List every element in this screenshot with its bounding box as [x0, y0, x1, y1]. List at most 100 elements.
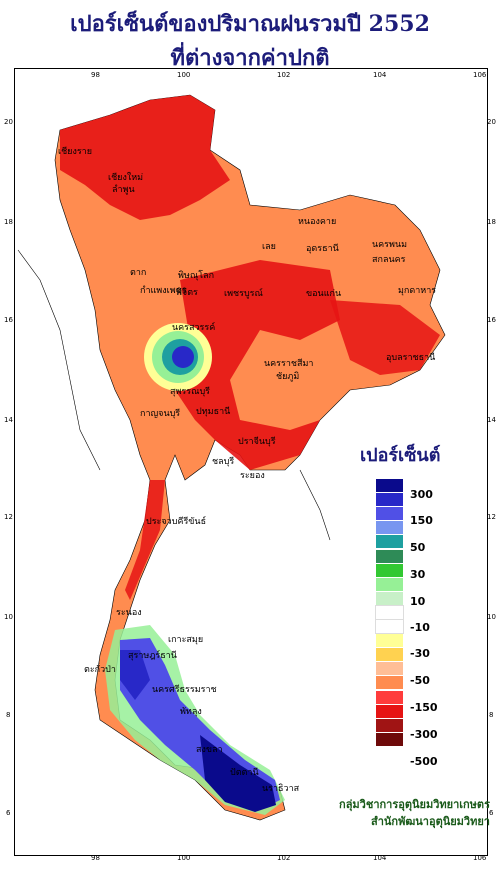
legend-label: 10 — [410, 595, 426, 608]
place-label: ประจวบคีรีขันธ์ — [146, 517, 207, 527]
legend-swatch — [376, 591, 403, 605]
place-label: ตะกั่วป่า — [84, 665, 116, 675]
top-tick-98: 98 — [91, 71, 100, 79]
wet-spot-core — [172, 346, 194, 368]
bottom-tick-104: 104 — [373, 854, 387, 862]
right-tick-16: 16 — [487, 316, 496, 324]
left-tick-6: 6 — [6, 809, 11, 817]
place-label: ระนอง — [116, 608, 142, 618]
place-label: มุกดาหาร — [398, 286, 437, 296]
map-subtitle: ที่ต่างจากค่าปกติ — [170, 45, 330, 71]
left-tick-20: 20 — [4, 118, 13, 126]
bottom-tick-100: 100 — [177, 854, 191, 862]
place-label: นครสวรรค์ — [172, 323, 216, 333]
legend-label: -30 — [410, 647, 430, 660]
place-label: เลย — [262, 242, 276, 252]
credit-line-1: กลุ่มวิชาการอุตุนิยมวิทยาเกษตร — [339, 798, 490, 811]
legend-swatch — [376, 718, 403, 732]
legend-swatch — [375, 604, 404, 620]
legend-swatch — [376, 662, 403, 676]
left-tick-14: 14 — [4, 416, 13, 424]
legend-label: 50 — [410, 541, 426, 554]
place-label: ปัตตานี — [230, 768, 259, 778]
place-label: สกลนคร — [372, 255, 406, 265]
place-label: สงขลา — [196, 745, 223, 755]
south-wet-deep — [200, 735, 276, 812]
right-tick-18: 18 — [487, 218, 496, 226]
place-label: นครศรีธรรมราช — [152, 685, 217, 695]
top-tick-104: 104 — [373, 71, 387, 79]
map-title: เปอร์เซ็นต์ของปริมาณฝนรวมปี 2552 — [70, 11, 430, 37]
legend-label: 150 — [410, 514, 433, 527]
right-tick-6: 6 — [489, 809, 494, 817]
legend-swatch — [376, 648, 403, 662]
legend-label: -10 — [410, 621, 430, 634]
place-label: อุดรธานี — [306, 244, 339, 254]
bottom-tick-106: 106 — [473, 854, 487, 862]
place-label: ลำพูน — [112, 185, 135, 195]
bottom-tick-102: 102 — [277, 854, 291, 862]
place-label: นครพนม — [372, 240, 408, 250]
left-tick-16: 16 — [4, 316, 13, 324]
place-label: พิจิตร — [176, 288, 198, 298]
left-tick-12: 12 — [4, 513, 13, 521]
place-label: หนองคาย — [298, 217, 337, 227]
place-label: ชัยภูมิ — [276, 372, 300, 382]
place-label: ตาก — [130, 268, 147, 278]
legend-swatch — [376, 690, 403, 704]
place-label: กาญจนบุรี — [140, 409, 181, 419]
place-label: สุพรรณบุรี — [170, 387, 210, 397]
bottom-tick-98: 98 — [91, 854, 100, 862]
place-label: เพชรบูรณ์ — [224, 289, 263, 299]
place-label: ระยอง — [240, 471, 265, 481]
left-tick-18: 18 — [4, 218, 13, 226]
right-tick-14: 14 — [487, 416, 496, 424]
legend-label: 300 — [410, 488, 433, 501]
right-tick-10: 10 — [487, 613, 496, 621]
south-wet-west — [120, 650, 150, 700]
place-label: เกาะสมุย — [168, 635, 204, 645]
place-label: นครราชสีมา — [264, 359, 314, 369]
legend-swatch — [376, 577, 403, 591]
place-label: เชียงราย — [58, 147, 93, 157]
place-label: นราธิวาส — [262, 784, 300, 794]
legend-swatch — [376, 549, 403, 563]
legend-swatch — [376, 704, 403, 718]
red-south-isthmus — [125, 480, 165, 600]
red-north — [60, 95, 230, 220]
top-tick-102: 102 — [277, 71, 291, 79]
left-tick-10: 10 — [4, 613, 13, 621]
legend-swatch — [376, 521, 403, 535]
place-label: พิษณุโลก — [178, 271, 215, 281]
legend-swatch — [376, 732, 403, 746]
right-tick-12: 12 — [487, 513, 496, 521]
legend-label: -500 — [410, 755, 438, 768]
legend-swatch — [376, 479, 403, 492]
place-label: ชลบุรี — [212, 457, 235, 467]
legend-title: เปอร์เซ็นต์ — [360, 445, 441, 466]
coastline-east — [299, 469, 331, 541]
place-label: ขอนแก่น — [306, 289, 342, 299]
legend-label: -300 — [410, 728, 438, 741]
legend-swatch — [376, 563, 403, 577]
place-label: อุบลราชธานี — [386, 353, 436, 363]
coastline-west — [17, 249, 101, 471]
top-tick-106: 106 — [473, 71, 487, 79]
legend-swatch — [376, 676, 403, 690]
legend-label: -150 — [410, 701, 438, 714]
legend-label: 30 — [410, 568, 426, 581]
place-label: พัทลุง — [180, 707, 202, 717]
right-tick-20: 20 — [487, 118, 496, 126]
place-label: เชียงใหม่ — [108, 173, 144, 183]
place-label: กำแพงเพชร — [140, 286, 187, 296]
place-label: ปทุมธานี — [196, 407, 231, 417]
right-tick-8: 8 — [489, 711, 494, 719]
legend-swatch — [375, 619, 404, 634]
red-central — [175, 260, 340, 470]
top-tick-100: 100 — [177, 71, 191, 79]
credit-line-2: สำนักพัฒนาอุตุนิยมวิทยา — [371, 815, 490, 828]
legend-swatch — [376, 507, 403, 521]
left-tick-8: 8 — [6, 711, 11, 719]
legend-swatch — [376, 493, 403, 507]
